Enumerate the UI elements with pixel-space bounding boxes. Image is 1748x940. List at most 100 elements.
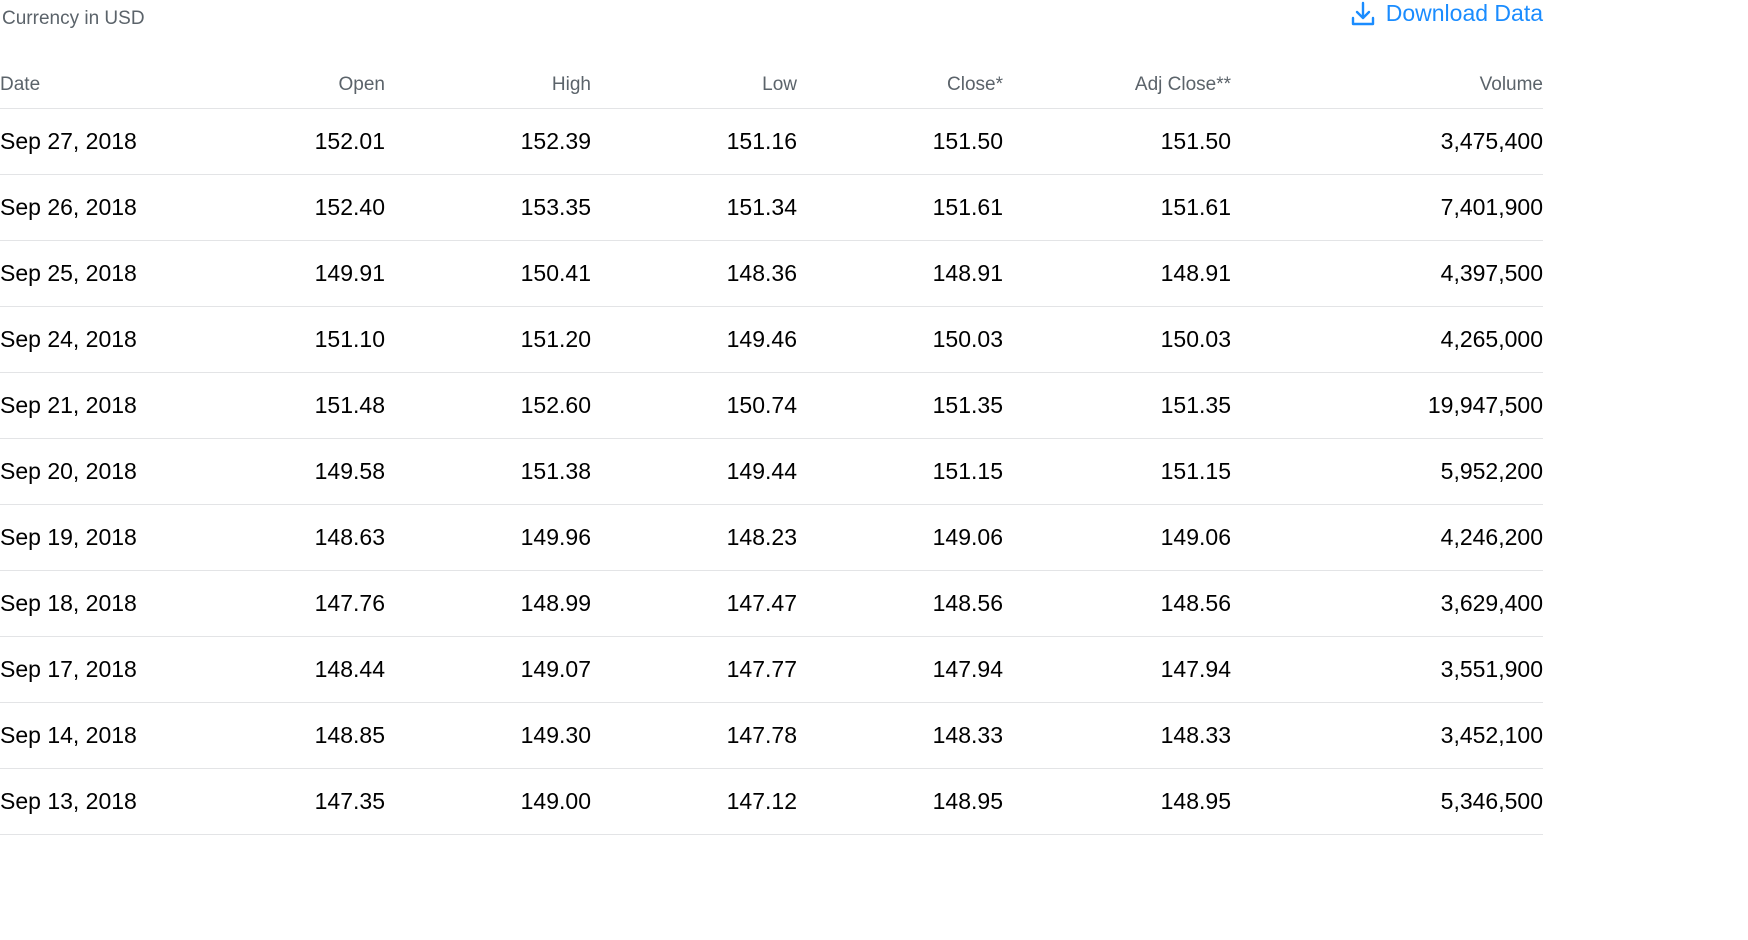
cell-high: 151.38 <box>385 438 591 505</box>
cell-date: Sep 26, 2018 <box>0 174 180 241</box>
cell-low: 148.36 <box>591 240 797 307</box>
cell-adj-close: 151.15 <box>1003 438 1231 505</box>
cell-close: 151.50 <box>797 108 1003 175</box>
cell-high: 149.96 <box>385 504 591 571</box>
cell-open: 148.85 <box>180 702 385 769</box>
cell-low: 147.78 <box>591 702 797 769</box>
cell-open: 152.40 <box>180 174 385 241</box>
cell-low: 148.23 <box>591 504 797 571</box>
cell-date: Sep 25, 2018 <box>0 240 180 307</box>
cell-date: Sep 18, 2018 <box>0 570 180 637</box>
table-row: Sep 25, 2018 149.91 150.41 148.36 148.91 148.… <box>0 240 1543 307</box>
cell-low: 147.77 <box>591 636 797 703</box>
cell-open: 151.10 <box>180 306 385 373</box>
cell-volume: 5,346,500 <box>1231 768 1543 835</box>
cell-close: 151.35 <box>797 372 1003 439</box>
cell-low: 150.74 <box>591 372 797 439</box>
download-icon <box>1350 1 1376 27</box>
historical-prices-table: Date Open High Low Close* Adj Close** Vo… <box>0 62 1543 835</box>
cell-low: 147.12 <box>591 768 797 835</box>
table-row: Sep 27, 2018 152.01 152.39 151.16 151.50 151.… <box>0 108 1543 175</box>
cell-volume: 3,475,400 <box>1231 108 1543 175</box>
cell-volume: 4,265,000 <box>1231 306 1543 373</box>
table-row: Sep 21, 2018 151.48 152.60 150.74 151.35 151.… <box>0 372 1543 439</box>
column-header-adj-close: Adj Close** <box>1003 62 1231 109</box>
cell-high: 149.30 <box>385 702 591 769</box>
cell-open: 147.35 <box>180 768 385 835</box>
cell-close: 151.61 <box>797 174 1003 241</box>
cell-close: 149.06 <box>797 504 1003 571</box>
cell-volume: 7,401,900 <box>1231 174 1543 241</box>
cell-volume: 3,551,900 <box>1231 636 1543 703</box>
cell-low: 151.34 <box>591 174 797 241</box>
table-row: Sep 13, 2018 147.35 149.00 147.12 148.95 148.… <box>0 768 1543 835</box>
cell-date: Sep 24, 2018 <box>0 306 180 373</box>
cell-open: 148.63 <box>180 504 385 571</box>
cell-adj-close: 151.50 <box>1003 108 1231 175</box>
column-header-date: Date <box>0 62 180 109</box>
cell-adj-close: 151.61 <box>1003 174 1231 241</box>
cell-volume: 4,397,500 <box>1231 240 1543 307</box>
cell-date: Sep 13, 2018 <box>0 768 180 835</box>
cell-volume: 3,629,400 <box>1231 570 1543 637</box>
cell-close: 150.03 <box>797 306 1003 373</box>
cell-close: 147.94 <box>797 636 1003 703</box>
cell-high: 149.07 <box>385 636 591 703</box>
cell-adj-close: 148.56 <box>1003 570 1231 637</box>
cell-adj-close: 150.03 <box>1003 306 1231 373</box>
cell-date: Sep 19, 2018 <box>0 504 180 571</box>
table-row: Sep 26, 2018 152.40 153.35 151.34 151.61 151.… <box>0 174 1543 241</box>
table-header-row: Date Open High Low Close* Adj Close** Vo… <box>0 62 1543 109</box>
table-row: Sep 24, 2018 151.10 151.20 149.46 150.03 150.… <box>0 306 1543 373</box>
cell-date: Sep 14, 2018 <box>0 702 180 769</box>
cell-volume: 3,452,100 <box>1231 702 1543 769</box>
cell-high: 148.99 <box>385 570 591 637</box>
cell-high: 153.35 <box>385 174 591 241</box>
cell-low: 151.16 <box>591 108 797 175</box>
cell-high: 152.39 <box>385 108 591 175</box>
cell-adj-close: 149.06 <box>1003 504 1231 571</box>
column-header-close: Close* <box>797 62 1003 109</box>
cell-high: 151.20 <box>385 306 591 373</box>
cell-adj-close: 148.33 <box>1003 702 1231 769</box>
table-row: Sep 17, 2018 148.44 149.07 147.77 147.94 147.… <box>0 636 1543 703</box>
cell-volume: 4,246,200 <box>1231 504 1543 571</box>
download-data-link[interactable]: Download Data <box>1350 0 1543 27</box>
cell-high: 149.00 <box>385 768 591 835</box>
column-header-open: Open <box>180 62 385 109</box>
cell-close: 148.91 <box>797 240 1003 307</box>
cell-adj-close: 151.35 <box>1003 372 1231 439</box>
table-row: Sep 14, 2018 148.85 149.30 147.78 148.33 148.… <box>0 702 1543 769</box>
cell-open: 152.01 <box>180 108 385 175</box>
cell-volume: 5,952,200 <box>1231 438 1543 505</box>
cell-low: 147.47 <box>591 570 797 637</box>
download-data-label: Download Data <box>1385 0 1543 26</box>
cell-date: Sep 21, 2018 <box>0 372 180 439</box>
table-row: Sep 20, 2018 149.58 151.38 149.44 151.15 151.… <box>0 438 1543 505</box>
cell-close: 148.56 <box>797 570 1003 637</box>
cell-close: 148.33 <box>797 702 1003 769</box>
column-header-volume: Volume <box>1231 62 1543 109</box>
cell-open: 149.58 <box>180 438 385 505</box>
cell-high: 152.60 <box>385 372 591 439</box>
cell-close: 151.15 <box>797 438 1003 505</box>
cell-open: 148.44 <box>180 636 385 703</box>
cell-close: 148.95 <box>797 768 1003 835</box>
column-header-high: High <box>385 62 591 109</box>
cell-date: Sep 20, 2018 <box>0 438 180 505</box>
cell-adj-close: 148.91 <box>1003 240 1231 307</box>
cell-high: 150.41 <box>385 240 591 307</box>
table-row: Sep 18, 2018 147.76 148.99 147.47 148.56 148.… <box>0 570 1543 637</box>
cell-open: 147.76 <box>180 570 385 637</box>
cell-date: Sep 27, 2018 <box>0 108 180 175</box>
cell-volume: 19,947,500 <box>1231 372 1543 439</box>
table-row: Sep 19, 2018 148.63 149.96 148.23 149.06 149.… <box>0 504 1543 571</box>
column-header-low: Low <box>591 62 797 109</box>
cell-adj-close: 147.94 <box>1003 636 1231 703</box>
cell-open: 149.91 <box>180 240 385 307</box>
cell-date: Sep 17, 2018 <box>0 636 180 703</box>
cell-adj-close: 148.95 <box>1003 768 1231 835</box>
cell-open: 151.48 <box>180 372 385 439</box>
currency-label: Currency in USD <box>2 8 145 29</box>
